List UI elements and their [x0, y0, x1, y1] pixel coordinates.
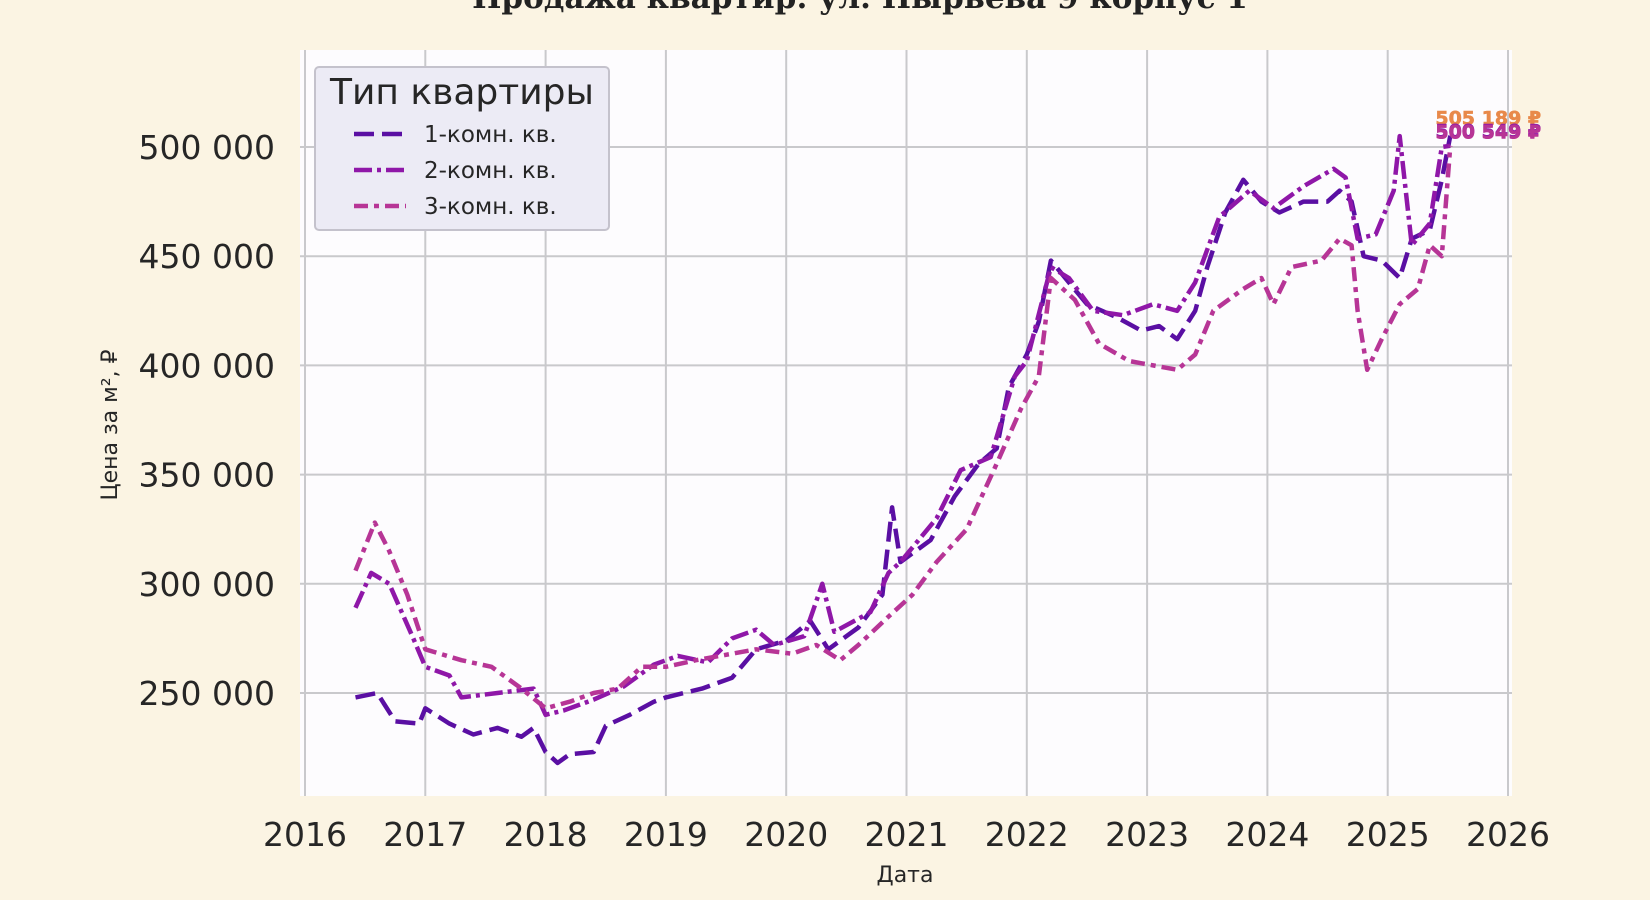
end-value-label-3: 500 549 ₽	[1435, 122, 1541, 144]
y-tick-label: 250 000	[139, 674, 275, 713]
x-axis-label: Дата	[877, 863, 934, 888]
x-tick-label: 2022	[985, 815, 1069, 854]
y-tick-label: 500 000	[139, 128, 275, 167]
series-lines	[353, 133, 1453, 766]
legend-label-1: 1-комн. кв.	[424, 122, 557, 148]
y-axis-ticks: 250 000 300 000 350 000 400 000 450 000 500 0…	[139, 128, 275, 713]
x-tick-label: 2016	[263, 815, 347, 854]
end-value-label-1: 505 189 ₽	[1435, 108, 1541, 130]
x-axis-ticks: 2016 2017 2018 2019 2020 2021 2022 2023 2024 2025…	[263, 815, 1550, 854]
y-axis-label: Цена за м², ₽	[98, 349, 123, 500]
x-tick-label: 2020	[744, 815, 828, 854]
x-tick-label: 2019	[624, 815, 708, 854]
y-tick-label: 300 000	[139, 565, 275, 604]
legend-items: 1-комн. кв. 2-комн. кв. 3-комн. кв.	[354, 122, 557, 220]
y-tick-label: 400 000	[139, 346, 275, 385]
x-tick-label: 2017	[383, 815, 467, 854]
legend-box	[314, 66, 610, 231]
x-tick-label: 2026	[1466, 815, 1550, 854]
legend-label-2: 2-комн. кв.	[424, 158, 557, 184]
end-value-labels: 505 189 ₽500 549 ₽500 549 ₽	[1435, 107, 1541, 144]
end-value-label-2: 500 549 ₽	[1435, 121, 1541, 143]
x-tick-label: 2018	[504, 815, 588, 854]
legend-label-3: 3-комн. кв.	[424, 194, 557, 220]
legend: Тип квартиры 1-комн. кв. 2-комн. кв. 3-ком…	[314, 66, 610, 231]
series-line-2	[353, 133, 1451, 718]
x-tick-label: 2025	[1346, 815, 1430, 854]
y-tick-label: 350 000	[139, 456, 275, 495]
x-tick-label: 2021	[865, 815, 949, 854]
series-line-3	[353, 145, 1453, 711]
x-tick-label: 2024	[1225, 815, 1309, 854]
series-line-1	[355, 135, 1453, 766]
legend-title: Тип квартиры	[329, 72, 594, 113]
chart-title: Продажа квартир: ул. Пырьева 9 корпус 1	[472, 0, 1248, 16]
y-tick-label: 450 000	[139, 237, 275, 276]
x-tick-label: 2023	[1105, 815, 1189, 854]
